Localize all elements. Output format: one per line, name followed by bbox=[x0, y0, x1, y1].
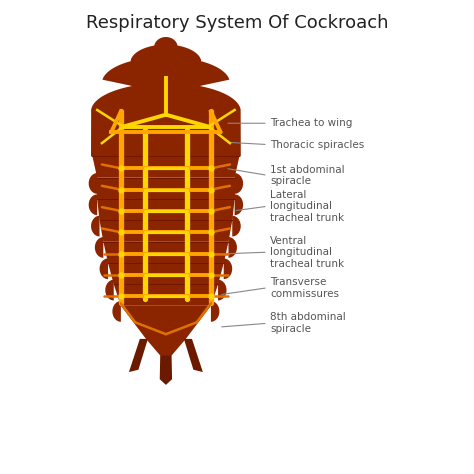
Polygon shape bbox=[97, 178, 235, 199]
Polygon shape bbox=[235, 194, 243, 215]
Polygon shape bbox=[184, 339, 203, 372]
Polygon shape bbox=[92, 156, 239, 178]
Polygon shape bbox=[100, 258, 108, 279]
Polygon shape bbox=[114, 284, 218, 306]
Polygon shape bbox=[130, 45, 201, 85]
Polygon shape bbox=[100, 220, 232, 242]
Text: Transverse
commissures: Transverse commissures bbox=[270, 277, 339, 299]
Polygon shape bbox=[235, 173, 243, 194]
Polygon shape bbox=[102, 57, 230, 107]
Polygon shape bbox=[224, 258, 232, 279]
Polygon shape bbox=[218, 280, 227, 301]
Text: Trachea to wing: Trachea to wing bbox=[270, 118, 353, 128]
Polygon shape bbox=[108, 263, 224, 284]
Text: Lateral
longitudinal
tracheal trunk: Lateral longitudinal tracheal trunk bbox=[270, 190, 344, 223]
Polygon shape bbox=[95, 237, 103, 258]
Polygon shape bbox=[232, 216, 241, 237]
Polygon shape bbox=[160, 356, 172, 385]
Polygon shape bbox=[89, 173, 97, 194]
Text: Respiratory System Of Cockroach: Respiratory System Of Cockroach bbox=[86, 14, 388, 32]
Polygon shape bbox=[89, 194, 97, 215]
Polygon shape bbox=[211, 301, 219, 322]
Polygon shape bbox=[129, 339, 148, 372]
Text: Ventral
longitudinal
tracheal trunk: Ventral longitudinal tracheal trunk bbox=[270, 236, 344, 269]
Polygon shape bbox=[91, 216, 100, 237]
Polygon shape bbox=[121, 306, 211, 363]
Polygon shape bbox=[154, 37, 178, 47]
Polygon shape bbox=[228, 237, 237, 258]
Text: Thoracic spiracles: Thoracic spiracles bbox=[270, 139, 365, 150]
Polygon shape bbox=[103, 242, 228, 263]
Text: 1st abdominal
spiracle: 1st abdominal spiracle bbox=[270, 164, 345, 186]
Polygon shape bbox=[112, 301, 121, 322]
Polygon shape bbox=[97, 199, 235, 220]
Polygon shape bbox=[105, 280, 114, 301]
Polygon shape bbox=[91, 83, 241, 156]
Text: 8th abdominal
spiracle: 8th abdominal spiracle bbox=[270, 312, 346, 334]
